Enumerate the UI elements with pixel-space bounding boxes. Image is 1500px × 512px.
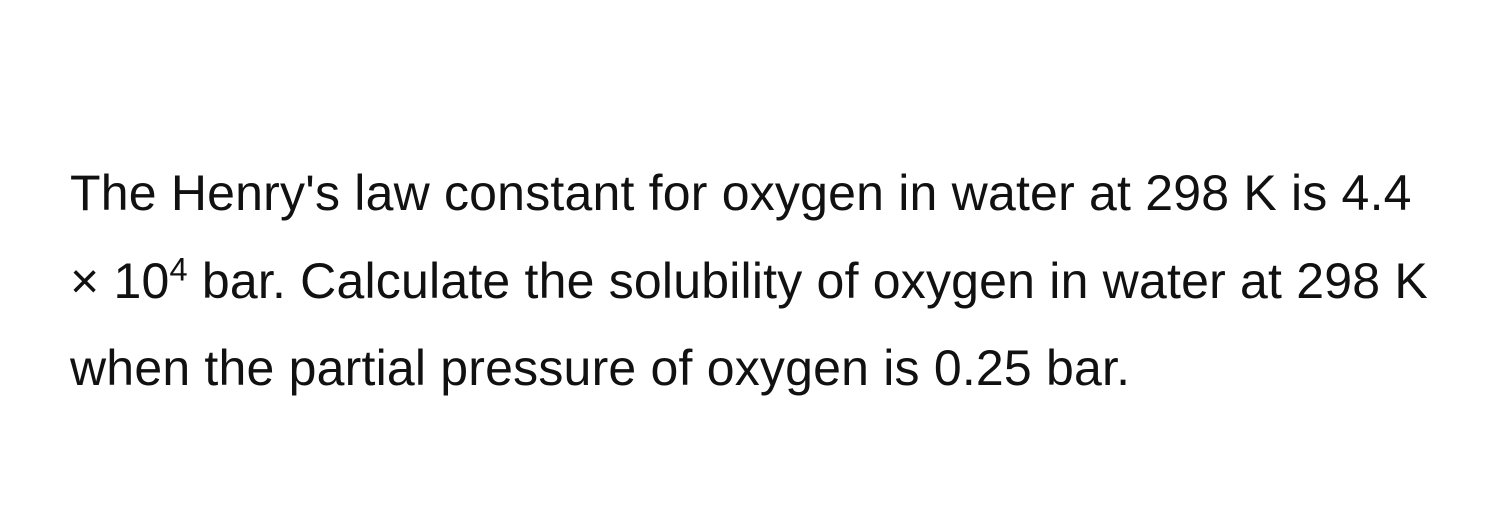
document-page: The Henry's law constant for oxygen in w… xyxy=(0,0,1500,512)
problem-statement: The Henry's law constant for oxygen in w… xyxy=(70,150,1430,413)
exponent: 4 xyxy=(170,251,188,287)
problem-text-part2: bar. Calculate the solubility of oxygen … xyxy=(70,253,1428,397)
